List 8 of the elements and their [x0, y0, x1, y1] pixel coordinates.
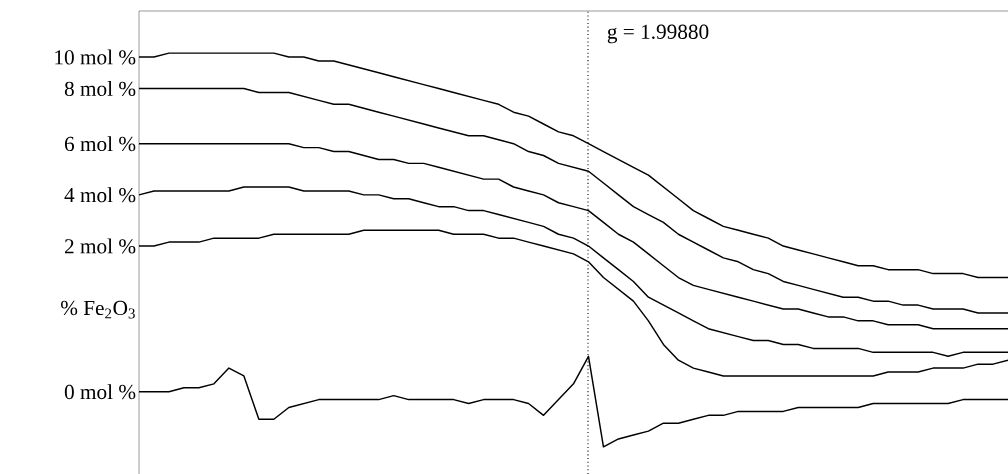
series-label: 6 mol %: [64, 136, 136, 152]
series-label: 10 mol %: [55, 49, 136, 65]
annotation: % Fe$_{2}$O$_{3}$: [60, 300, 135, 319]
series-label: 4 mol %: [64, 187, 136, 203]
series-label: 8 mol %: [64, 81, 136, 97]
series-label: 0 mol %: [64, 384, 136, 400]
series-label: 2 mol %: [64, 238, 136, 254]
text: g = 1.99880: [607, 24, 709, 44]
